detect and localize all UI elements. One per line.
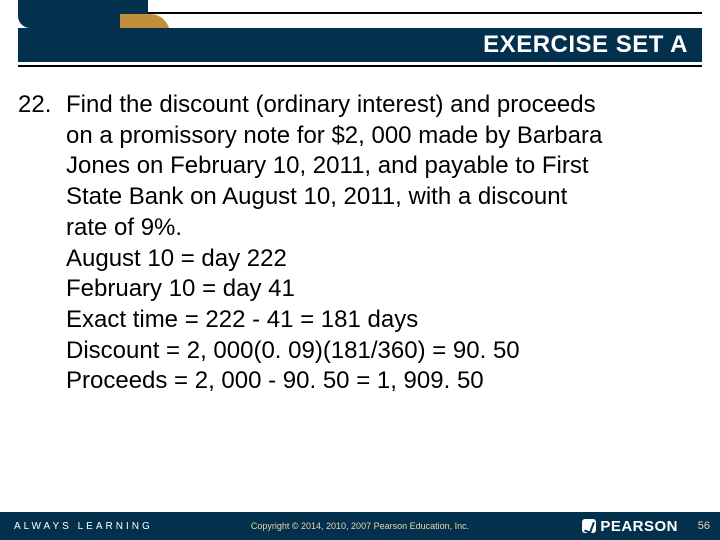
title-bar: EXERCISE SET A [18,28,702,62]
problem-line: February 10 = day 41 [66,274,702,305]
slide-footer: ALWAYS LEARNING Copyright © 2014, 2010, … [0,512,720,540]
problem-line: Jones on February 10, 2011, and payable … [66,151,702,182]
problem-row: 22. Find the discount (ordinary interest… [18,90,702,397]
slide-content: 22. Find the discount (ordinary interest… [18,90,702,397]
problem-line: Find the discount (ordinary interest) an… [66,90,702,121]
problem-line: Discount = 2, 000(0. 09)(181/360) = 90. … [66,336,702,367]
brand-icon [582,519,596,533]
problem-line: State Bank on August 10, 2011, with a di… [66,182,702,213]
problem-line: rate of 9%. [66,213,702,244]
slide-title: EXERCISE SET A [483,31,688,59]
problem-number: 22. [18,90,66,121]
page-number: 56 [698,520,710,532]
problem-line: August 10 = day 222 [66,244,702,275]
problem-line: Proceeds = 2, 000 - 90. 50 = 1, 909. 50 [66,366,702,397]
header-rule-bottom [18,65,702,67]
footer-copyright: Copyright © 2014, 2010, 2007 Pearson Edu… [251,521,469,531]
problem-line: Exact time = 222 - 41 = 181 days [66,305,702,336]
footer-tagline: ALWAYS LEARNING [0,521,153,532]
problem-line: on a promissory note for $2, 000 made by… [66,121,702,152]
slide-header: EXERCISE SET A [0,0,720,70]
footer-brand: PEARSON [582,518,678,535]
brand-text: PEARSON [600,518,678,535]
problem-body: Find the discount (ordinary interest) an… [66,90,702,397]
